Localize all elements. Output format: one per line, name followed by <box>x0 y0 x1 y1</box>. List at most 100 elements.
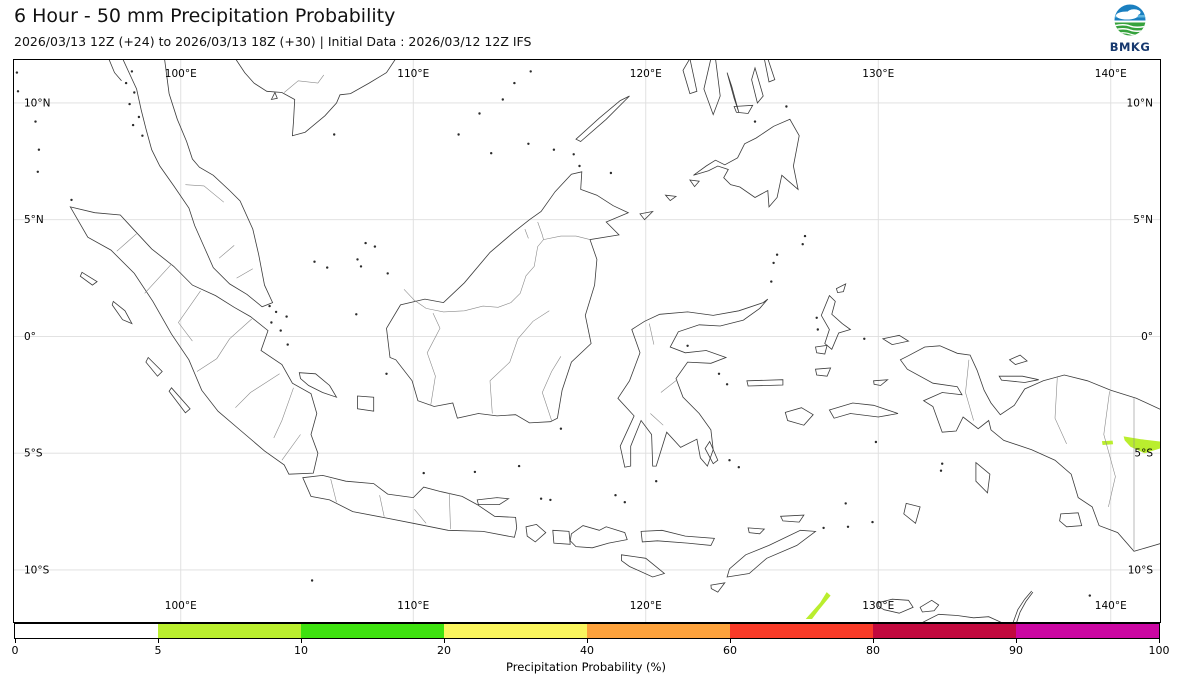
coastline <box>552 529 571 545</box>
small-island <box>725 383 729 386</box>
lon-tick-label-bottom: 100°E <box>165 600 197 612</box>
small-island <box>313 260 316 263</box>
small-island <box>614 494 617 497</box>
colorbar-tick-label: 0 <box>11 644 19 657</box>
coastline <box>145 356 163 377</box>
small-island <box>422 471 425 475</box>
coastline <box>122 60 274 308</box>
colorbar-segment-5 <box>730 624 873 638</box>
lon-tick-label-bottom: 120°E <box>630 600 662 612</box>
coastline <box>975 461 991 494</box>
small-island <box>844 502 847 505</box>
small-island <box>623 501 626 504</box>
colorbar-tickmark <box>444 639 445 643</box>
admin-boundary <box>1103 391 1116 507</box>
coastline <box>733 104 754 114</box>
lon-tick-label-top: 140°E <box>1095 68 1127 80</box>
coastline <box>693 118 800 208</box>
colorbar-segment-2 <box>301 624 444 638</box>
colorbar-tickmark <box>587 639 588 643</box>
coastline <box>640 529 716 546</box>
small-island <box>270 321 273 324</box>
lon-tick-label-top: 130°E <box>862 68 894 80</box>
small-island <box>137 115 141 119</box>
coastline <box>621 554 666 578</box>
small-island <box>386 272 389 275</box>
small-island <box>517 464 521 468</box>
coastline <box>476 497 510 505</box>
small-island <box>501 98 504 101</box>
colorbar-segment-0 <box>15 624 158 638</box>
admin-boundary <box>218 245 235 259</box>
small-island <box>728 459 731 462</box>
coastline <box>525 523 547 543</box>
small-island <box>717 372 721 375</box>
map-plot-area: 100°E 100°E 110°E 110°E 120°E 120°E 130°E 130°E… <box>13 59 1161 623</box>
lon-tick-label-bottom: 140°E <box>1095 600 1127 612</box>
admin-boundary <box>541 356 562 421</box>
coastline <box>815 367 832 377</box>
coastline <box>575 95 630 142</box>
admin-boundary <box>196 318 252 372</box>
coastline <box>835 283 847 294</box>
small-island <box>268 304 271 308</box>
colorbar-tick-label: 90 <box>1009 644 1023 657</box>
admin-boundary <box>537 221 544 240</box>
admin-boundary <box>524 228 529 239</box>
coastline <box>298 372 338 398</box>
small-island <box>34 120 37 123</box>
small-island <box>141 134 144 137</box>
admin-boundary <box>116 233 137 252</box>
coastline <box>881 334 910 346</box>
colorbar-segment-4 <box>587 624 730 638</box>
lat-tick-label-right: 0° <box>1141 331 1153 343</box>
small-island <box>128 102 131 106</box>
small-island <box>939 469 943 472</box>
small-island <box>527 142 530 145</box>
small-island <box>133 91 136 94</box>
forecast-period-subtitle: 2026/03/13 12Z (+24) to 2026/03/13 18Z (… <box>14 34 532 49</box>
small-island <box>364 241 367 245</box>
admin-boundary <box>414 509 427 524</box>
indonesia-precipitation-map: 100°E 100°E 110°E 110°E 120°E 120°E 130°E 130°E… <box>14 60 1160 622</box>
small-island <box>772 261 775 265</box>
coastline <box>815 344 828 355</box>
colorbar-segments <box>15 624 1159 638</box>
colorbar-tick-label: 60 <box>723 644 737 657</box>
coastline <box>357 395 375 412</box>
admin-boundary <box>426 312 441 406</box>
colorbar-tickmark <box>1159 639 1160 643</box>
small-island <box>770 280 773 283</box>
small-island <box>863 337 866 340</box>
lon-tick-label-bottom: 130°E <box>862 600 894 612</box>
coastline <box>899 345 1160 552</box>
lat-tick-label-right: 5°N <box>1133 214 1153 226</box>
small-island <box>941 462 944 465</box>
coastline <box>108 60 122 82</box>
coastline <box>877 598 914 614</box>
bmkg-logo-text: BMKG <box>1110 40 1151 54</box>
coastline <box>751 66 764 104</box>
small-island <box>552 148 556 151</box>
small-island <box>578 164 581 168</box>
coastline <box>569 525 628 549</box>
small-island <box>373 245 377 248</box>
small-island <box>871 520 874 524</box>
admin-boundary <box>1054 377 1067 445</box>
small-island <box>15 71 19 74</box>
colorbar-axis-label: Precipitation Probability (%) <box>506 660 666 674</box>
lat-tick-label-right: 10°N <box>1127 97 1153 109</box>
coastline <box>111 300 133 325</box>
colorbar-tick-label: 5 <box>154 644 162 657</box>
precip-probability-patch <box>1101 440 1114 445</box>
coastline <box>703 60 721 116</box>
admin-boundary <box>235 373 280 408</box>
coastline <box>922 613 1002 622</box>
small-island <box>815 316 818 319</box>
small-island <box>609 171 613 175</box>
admin-boundary <box>144 263 172 294</box>
colorbar-tick-label: 40 <box>580 644 594 657</box>
coastline <box>1008 354 1028 365</box>
small-island <box>822 526 825 530</box>
